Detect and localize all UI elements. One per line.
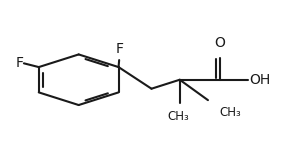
Text: O: O bbox=[214, 36, 225, 50]
Text: F: F bbox=[15, 55, 23, 70]
Text: F: F bbox=[115, 42, 123, 56]
Text: CH₃: CH₃ bbox=[167, 110, 189, 124]
Text: OH: OH bbox=[250, 73, 271, 87]
Text: CH₃: CH₃ bbox=[220, 106, 242, 119]
